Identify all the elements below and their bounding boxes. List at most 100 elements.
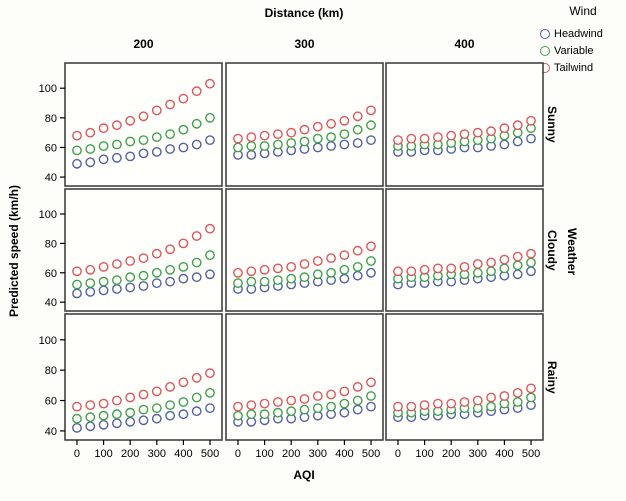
data-point-tailwind: [393, 401, 403, 412]
column-facet-title: Distance (km): [264, 6, 344, 20]
data-point-variable: [259, 276, 270, 287]
data-point-headwind: [98, 419, 109, 430]
data-point-headwind: [112, 152, 122, 163]
data-point-tailwind: [125, 115, 136, 126]
data-point-headwind: [112, 284, 122, 294]
legend-item-label: Tailwind: [554, 61, 594, 74]
data-point-headwind: [151, 278, 162, 288]
data-point-variable: [138, 135, 149, 146]
data-point-variable: [233, 410, 243, 421]
legend-item-label: Headwind: [554, 27, 603, 40]
y-tick-label: 80: [45, 113, 57, 125]
data-point-tailwind: [366, 241, 376, 252]
data-point-tailwind: [326, 253, 336, 264]
data-point-tailwind: [432, 398, 443, 409]
data-point-variable: [312, 133, 323, 144]
data-point-tailwind: [151, 105, 162, 116]
x-tick-label: 200: [442, 448, 460, 460]
data-point-variable: [233, 142, 243, 153]
data-point-headwind: [191, 272, 202, 283]
row-header-sunny: Sunny: [545, 106, 559, 143]
data-point-headwind: [178, 409, 189, 420]
data-point-variable: [98, 141, 109, 151]
headwind-circle-icon: [540, 28, 550, 39]
data-point-variable: [299, 272, 310, 283]
data-point-variable: [272, 407, 283, 418]
data-point-variable: [272, 275, 283, 285]
x-axis-title: AQI: [293, 468, 315, 482]
data-point-headwind: [366, 267, 376, 278]
data-point-tailwind: [138, 253, 149, 264]
data-point-tailwind: [125, 392, 136, 403]
data-point-tailwind: [352, 245, 363, 256]
data-point-tailwind: [326, 389, 336, 400]
data-point-variable: [326, 267, 336, 278]
x-tick-label: 100: [255, 448, 273, 460]
data-point-variable: [339, 129, 350, 140]
data-point-headwind: [312, 142, 323, 153]
x-tick-label: 200: [282, 448, 300, 460]
data-point-tailwind: [512, 387, 523, 398]
data-point-tailwind: [299, 124, 310, 135]
data-point-tailwind: [446, 398, 457, 409]
data-point-headwind: [366, 135, 376, 146]
data-point-tailwind: [459, 129, 470, 140]
data-point-variable: [512, 397, 523, 407]
data-point-tailwind: [486, 126, 496, 137]
data-point-variable: [72, 413, 82, 424]
data-point-variable: [138, 404, 149, 415]
y-tick-label: 60: [45, 396, 57, 408]
data-point-variable: [286, 273, 297, 284]
data-point-tailwind: [112, 395, 122, 406]
data-point-tailwind: [486, 257, 496, 268]
data-point-tailwind: [419, 133, 430, 144]
data-point-tailwind: [191, 86, 202, 97]
data-point-variable: [138, 270, 149, 281]
data-point-tailwind: [272, 397, 283, 407]
data-point-headwind: [191, 406, 202, 417]
x-tick-label: 300: [469, 448, 487, 460]
data-point-tailwind: [286, 127, 297, 138]
data-point-tailwind: [138, 389, 149, 400]
data-point-tailwind: [233, 401, 243, 412]
x-tick-label: 400: [174, 448, 192, 460]
data-point-tailwind: [233, 133, 243, 144]
column-header-400: 400: [454, 37, 475, 51]
x-tick-label: 0: [235, 448, 241, 460]
data-point-variable: [312, 269, 323, 280]
data-point-tailwind: [72, 401, 82, 412]
data-point-headwind: [191, 139, 202, 150]
data-point-tailwind: [312, 256, 323, 266]
x-tick-label: 0: [74, 448, 80, 460]
data-point-headwind: [72, 288, 82, 299]
data-point-variable: [112, 275, 122, 285]
data-point-variable: [472, 267, 483, 278]
data-point-tailwind: [151, 248, 162, 259]
y-tick-label: 80: [45, 365, 57, 377]
data-point-headwind: [151, 413, 162, 424]
x-tick-label: 200: [121, 448, 139, 460]
data-point-tailwind: [432, 132, 443, 143]
data-point-headwind: [165, 276, 176, 287]
data-point-headwind: [178, 142, 189, 153]
y-tick-label: 40: [45, 426, 57, 438]
data-point-tailwind: [446, 263, 457, 274]
data-point-tailwind: [486, 392, 496, 403]
data-point-tailwind: [352, 381, 363, 392]
data-point-headwind: [512, 136, 523, 147]
data-point-headwind: [151, 146, 162, 157]
data-point-variable: [151, 403, 162, 413]
data-point-headwind: [246, 149, 257, 160]
data-point-tailwind: [406, 401, 417, 412]
data-point-variable: [191, 392, 202, 403]
data-point-tailwind: [526, 115, 536, 126]
data-point-tailwind: [526, 248, 536, 259]
data-point-variable: [286, 406, 297, 417]
data-point-headwind: [72, 158, 82, 169]
data-point-variable: [178, 397, 189, 407]
data-point-tailwind: [191, 372, 202, 383]
x-tick-label: 100: [94, 448, 112, 460]
data-point-tailwind: [339, 115, 350, 126]
data-point-tailwind: [191, 231, 202, 241]
